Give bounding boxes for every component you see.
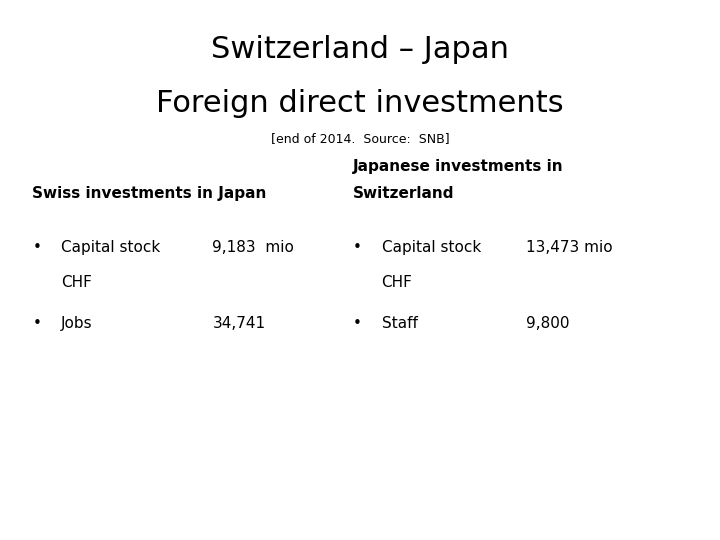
- Text: Switzerland: Switzerland: [353, 186, 454, 201]
- Text: •: •: [353, 240, 361, 255]
- Text: 9,183  mio: 9,183 mio: [212, 240, 294, 255]
- Text: •: •: [32, 316, 41, 331]
- Text: Foreign direct investments: Foreign direct investments: [156, 89, 564, 118]
- Text: Switzerland – Japan: Switzerland – Japan: [211, 35, 509, 64]
- Text: Capital stock: Capital stock: [61, 240, 161, 255]
- Text: Japanese investments in: Japanese investments in: [353, 159, 564, 174]
- Text: 13,473 mio: 13,473 mio: [526, 240, 612, 255]
- Text: Swiss investments in Japan: Swiss investments in Japan: [32, 186, 267, 201]
- Text: Staff: Staff: [382, 316, 418, 331]
- Text: CHF: CHF: [61, 275, 92, 291]
- Text: Jobs: Jobs: [61, 316, 93, 331]
- Text: [end of 2014.  Source:  SNB]: [end of 2014. Source: SNB]: [271, 132, 449, 145]
- Text: Capital stock: Capital stock: [382, 240, 481, 255]
- Text: 34,741: 34,741: [212, 316, 266, 331]
- Text: CHF: CHF: [382, 275, 413, 291]
- Text: 9,800: 9,800: [526, 316, 569, 331]
- Text: •: •: [353, 316, 361, 331]
- Text: •: •: [32, 240, 41, 255]
